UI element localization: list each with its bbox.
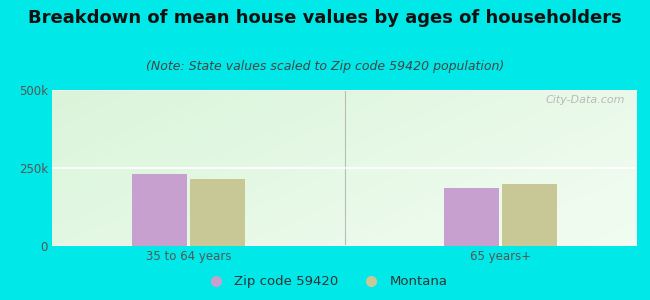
Bar <box>502 184 557 246</box>
Bar <box>132 174 187 246</box>
Legend: Zip code 59420, Montana: Zip code 59420, Montana <box>197 270 453 293</box>
Bar <box>190 179 245 246</box>
Bar <box>444 188 499 246</box>
Text: (Note: State values scaled to Zip code 59420 population): (Note: State values scaled to Zip code 5… <box>146 60 504 73</box>
Text: City-Data.com: City-Data.com <box>546 95 625 105</box>
Text: Breakdown of mean house values by ages of householders: Breakdown of mean house values by ages o… <box>28 9 622 27</box>
